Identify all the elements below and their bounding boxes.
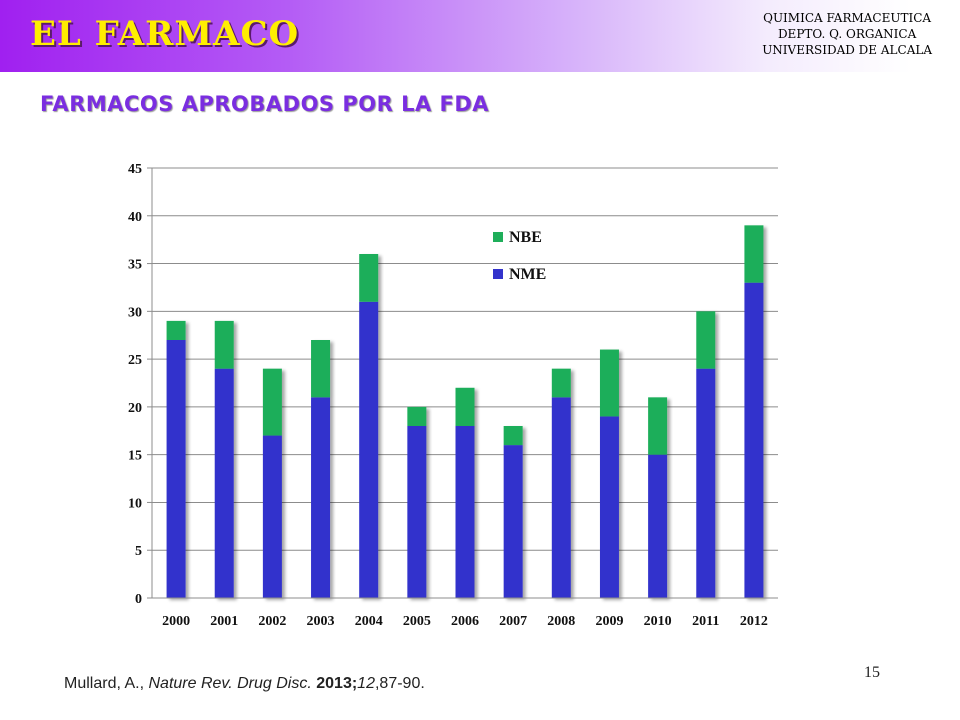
y-tick-label: 25 bbox=[128, 353, 142, 368]
x-tick-label: 2004 bbox=[355, 614, 383, 629]
bar-nme-2000 bbox=[166, 340, 186, 598]
bar-nme-2011 bbox=[696, 368, 716, 598]
x-tick-label: 2007 bbox=[499, 614, 527, 629]
citation-volume: 12 bbox=[357, 675, 375, 692]
department-line-1: QUIMICA FARMACEUTICA bbox=[763, 11, 932, 25]
bar-nbe-2002 bbox=[262, 368, 282, 436]
bar-group-2004 bbox=[359, 254, 379, 598]
bar-group-2000 bbox=[166, 320, 186, 598]
bar-nme-2007 bbox=[503, 445, 523, 598]
bar-nme-2003 bbox=[311, 397, 331, 598]
bar-group-2005 bbox=[407, 406, 427, 598]
y-tick-label: 30 bbox=[128, 305, 142, 320]
x-tick-label: 2012 bbox=[740, 614, 768, 629]
x-tick-label: 2002 bbox=[258, 614, 286, 629]
bar-nme-2010 bbox=[648, 454, 668, 598]
citation-pages: ,87-90. bbox=[374, 675, 425, 692]
department-line-2: DEPTO. Q. ORGANICA bbox=[777, 27, 917, 41]
x-tick-label: 2009 bbox=[595, 614, 623, 629]
bar-nme-2012 bbox=[744, 282, 764, 598]
bar-nbe-2012 bbox=[744, 225, 764, 283]
bar-nbe-2007 bbox=[503, 426, 523, 446]
bar-nme-2004 bbox=[359, 301, 379, 598]
x-tick-label: 2008 bbox=[547, 614, 575, 629]
x-tick-label: 2003 bbox=[307, 614, 335, 629]
y-tick-label: 40 bbox=[128, 210, 142, 225]
bar-group-2007 bbox=[503, 426, 523, 598]
citation-author: Mullard, A., bbox=[64, 675, 149, 692]
x-tick-label: 2006 bbox=[451, 614, 479, 629]
chart-bars bbox=[166, 225, 764, 598]
y-tick-label: 20 bbox=[128, 401, 142, 416]
department-info: QUIMICA FARMACEUTICA DEPTO. Q. ORGANICA … bbox=[762, 10, 932, 58]
x-tick-label: 2011 bbox=[692, 614, 719, 629]
legend-label-nbe: NBE bbox=[509, 229, 542, 246]
page-number: 15 bbox=[864, 664, 880, 681]
bar-nbe-2005 bbox=[407, 406, 427, 426]
citation-year: 2013; bbox=[311, 675, 358, 692]
bar-nbe-2004 bbox=[359, 254, 379, 302]
bar-nbe-2011 bbox=[696, 311, 716, 369]
y-tick-label: 45 bbox=[128, 162, 142, 177]
bar-nme-2002 bbox=[262, 435, 282, 598]
y-tick-label: 35 bbox=[128, 258, 142, 273]
header-banner bbox=[0, 0, 960, 72]
bar-group-2002 bbox=[262, 368, 282, 598]
bar-nme-2006 bbox=[455, 426, 475, 598]
bar-group-2003 bbox=[311, 340, 331, 598]
y-tick-label: 15 bbox=[128, 449, 142, 464]
x-tick-label: 2001 bbox=[210, 614, 238, 629]
y-tick-label: 5 bbox=[135, 544, 142, 559]
bar-nme-2001 bbox=[214, 368, 234, 598]
citation: Mullard, A., Nature Rev. Drug Disc. 2013… bbox=[64, 675, 425, 693]
legend-swatch-nbe bbox=[493, 232, 503, 242]
x-tick-label: 2000 bbox=[162, 614, 190, 629]
bar-nbe-2006 bbox=[455, 387, 475, 426]
y-tick-label: 10 bbox=[128, 496, 142, 511]
bar-nbe-2001 bbox=[214, 320, 234, 369]
bar-nbe-2010 bbox=[648, 397, 668, 455]
x-tick-label: 2005 bbox=[403, 614, 431, 629]
chart-axes: 0 5 10 15 20 25 30 35 40 45 2000 2001 2002 2003 2004 20… bbox=[128, 162, 778, 629]
bar-nme-2008 bbox=[551, 397, 571, 598]
department-line-3: UNIVERSIDAD DE ALCALA bbox=[762, 43, 932, 57]
bar-group-2001 bbox=[214, 320, 234, 598]
chart-legend: NBE NME bbox=[493, 229, 546, 283]
slide-title: EL FARMACO bbox=[30, 14, 300, 54]
bar-group-2010 bbox=[648, 397, 668, 598]
bar-group-2009 bbox=[599, 349, 619, 598]
bar-group-2008 bbox=[551, 368, 571, 598]
bar-group-2012 bbox=[744, 225, 764, 598]
bar-nbe-2008 bbox=[551, 368, 571, 398]
slide-subtitle: FARMACOS APROBADOS POR LA FDA bbox=[40, 92, 490, 116]
bar-nbe-2003 bbox=[311, 340, 331, 398]
legend-swatch-nme bbox=[493, 269, 503, 279]
bar-group-2006 bbox=[455, 387, 475, 598]
y-tick-label: 0 bbox=[135, 592, 142, 607]
bar-nbe-2009 bbox=[599, 349, 619, 417]
bar-group-2011 bbox=[696, 311, 716, 598]
x-tick-label: 2010 bbox=[644, 614, 672, 629]
bar-nbe-2000 bbox=[166, 320, 186, 340]
bar-nme-2009 bbox=[599, 416, 619, 598]
bar-nme-2005 bbox=[407, 426, 427, 598]
legend-label-nme: NME bbox=[509, 266, 546, 283]
citation-journal: Nature Rev. Drug Disc. bbox=[148, 675, 312, 692]
